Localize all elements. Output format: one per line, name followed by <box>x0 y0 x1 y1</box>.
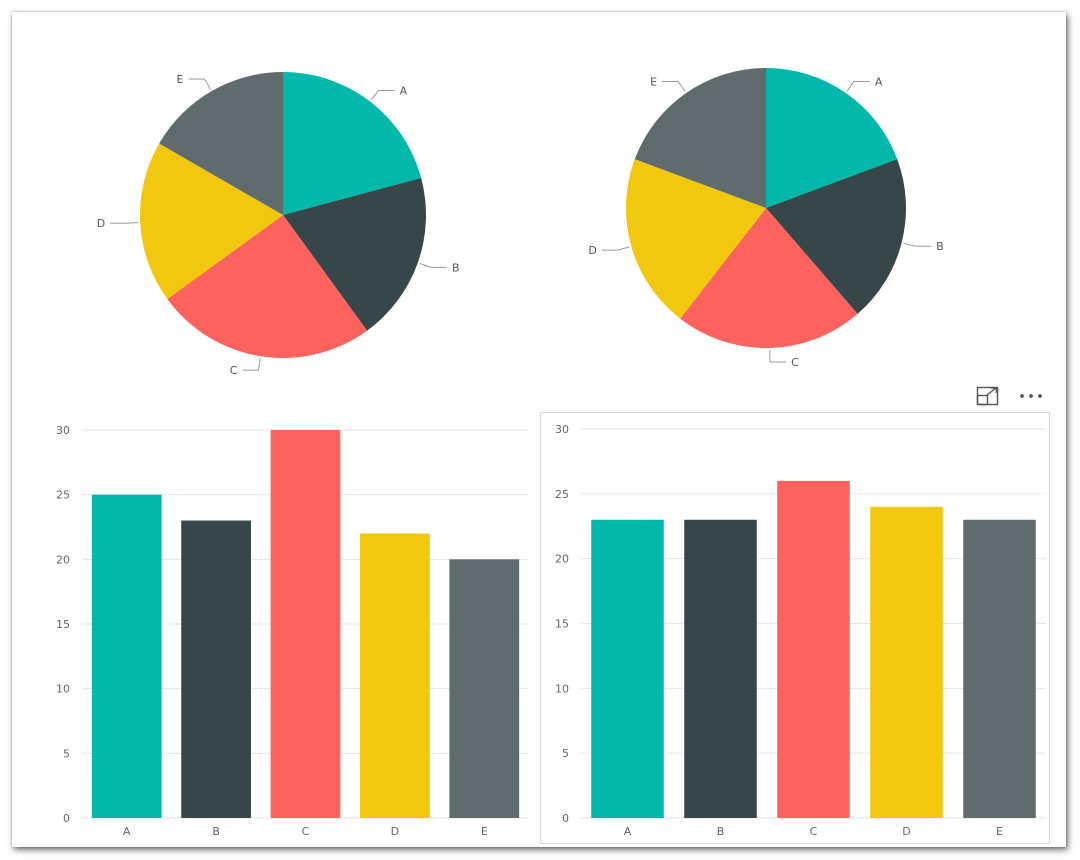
y-tick-label: 15 <box>555 618 569 631</box>
bar-c[interactable] <box>777 480 850 818</box>
pie-chart-2[interactable]: A B C D E <box>572 48 992 398</box>
pie-slice-d[interactable] <box>140 143 283 300</box>
pie-leader-line <box>846 81 870 92</box>
bar-a[interactable] <box>591 519 664 818</box>
more-options-icon <box>1020 394 1042 398</box>
pie-leader-line <box>769 349 787 363</box>
pie-leader-line <box>419 262 447 268</box>
pie-chart-2-svg: A B C D E <box>588 68 944 369</box>
pie-label-d: D <box>588 244 596 257</box>
pie-slice-d[interactable] <box>626 159 766 319</box>
bar-chart-2-svg: 0 5 10 15 20 25 30 A B C D E <box>555 423 1046 838</box>
pie-leader-line <box>110 222 139 224</box>
y-tick-label: 0 <box>562 812 569 825</box>
pie-slice-a[interactable] <box>766 68 898 208</box>
bar-b[interactable] <box>684 519 757 818</box>
report-canvas: A B C D E A B C D E 0 5 10 15 20 25 30 A B C D E <box>12 12 1066 847</box>
bar-chart-1[interactable]: 0 5 10 15 20 25 30 A B C D E <box>22 412 532 842</box>
pie-slice-e[interactable] <box>159 72 283 215</box>
pie-label-c: C <box>791 356 799 369</box>
bar-e[interactable] <box>449 559 520 818</box>
y-tick-label: 5 <box>63 747 70 760</box>
y-tick-label: 0 <box>63 812 70 825</box>
pie-leader-line <box>903 242 932 247</box>
x-tick-label: B <box>212 825 220 838</box>
x-tick-label: B <box>717 825 725 838</box>
pie-slice-b[interactable] <box>766 159 906 314</box>
pie-slice-e[interactable] <box>634 68 766 208</box>
x-tick-label: A <box>123 825 131 838</box>
bar-c[interactable] <box>270 430 341 818</box>
pie-chart-1[interactable]: A B C D E <box>80 52 500 402</box>
x-tick-label: D <box>902 825 910 838</box>
pie-leader-line <box>370 89 395 101</box>
bar-d[interactable] <box>360 533 430 818</box>
y-tick-label: 20 <box>56 553 70 566</box>
y-tick-label: 30 <box>555 423 569 436</box>
y-tick-label: 10 <box>56 683 70 696</box>
bar-d[interactable] <box>870 506 943 818</box>
x-tick-label: D <box>391 825 399 838</box>
bar-chart-2[interactable]: 0 5 10 15 20 25 30 A B C D E <box>540 386 1050 844</box>
y-tick-label: 10 <box>555 682 569 695</box>
x-tick-label: E <box>481 825 488 838</box>
pie-label-d: D <box>97 217 105 230</box>
pie-label-b: B <box>452 261 460 274</box>
more-options-button[interactable] <box>1019 385 1045 407</box>
visual-header <box>975 385 1045 407</box>
pie-label-a: A <box>875 76 883 89</box>
x-tick-label: C <box>810 825 818 838</box>
pie-slice-c[interactable] <box>167 215 368 358</box>
y-tick-label: 15 <box>56 618 70 631</box>
pie-label-e: E <box>650 76 657 89</box>
focus-mode-icon <box>976 386 999 406</box>
pie-leader-line <box>242 358 261 371</box>
bar-e[interactable] <box>963 519 1036 818</box>
y-tick-label: 30 <box>56 424 70 437</box>
pie-leader-line <box>662 81 686 92</box>
pie-label-c: C <box>230 364 238 377</box>
pie-chart-1-svg: A B C D E <box>97 72 460 377</box>
bar-chart-1-svg: 0 5 10 15 20 25 30 A B C D E <box>56 424 529 838</box>
focus-mode-button[interactable] <box>975 385 1001 407</box>
y-tick-label: 5 <box>562 747 569 760</box>
y-tick-label: 25 <box>56 489 70 502</box>
y-tick-label: 25 <box>555 488 569 501</box>
pie-label-b: B <box>936 240 944 253</box>
pie-slice-b[interactable] <box>283 177 426 331</box>
pie-leader-line <box>601 246 630 251</box>
x-tick-label: E <box>996 825 1003 838</box>
x-tick-label: A <box>624 825 632 838</box>
bar-a[interactable] <box>91 494 162 818</box>
pie-label-a: A <box>400 84 408 97</box>
bar-b[interactable] <box>181 520 251 818</box>
y-tick-label: 20 <box>555 553 569 566</box>
pie-leader-line <box>188 78 211 90</box>
pie-slice-c[interactable] <box>680 208 858 348</box>
x-tick-label: C <box>302 825 310 838</box>
pie-slice-a[interactable] <box>283 72 422 215</box>
pie-label-e: E <box>177 73 184 86</box>
